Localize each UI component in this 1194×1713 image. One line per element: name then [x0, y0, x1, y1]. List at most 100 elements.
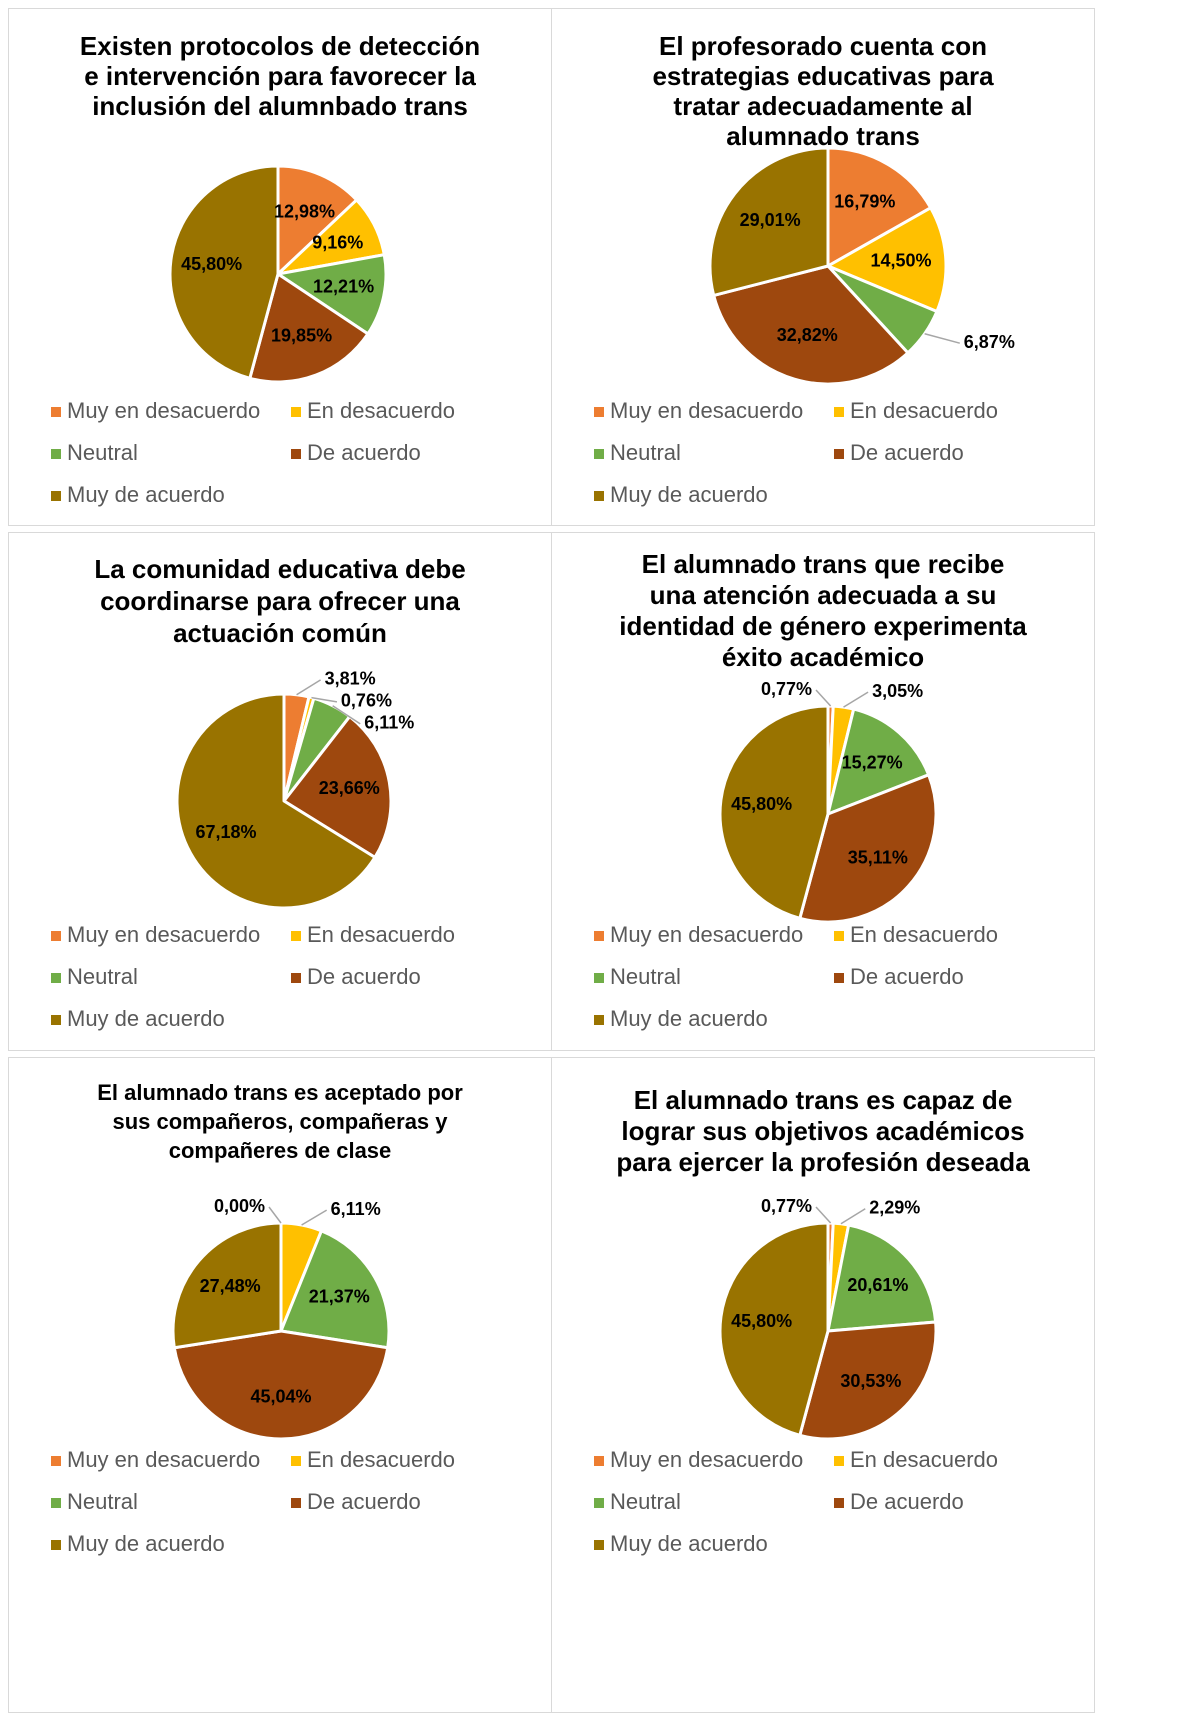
value-label: 45,80%: [181, 254, 242, 274]
chart-title: La comunidad educativa debe coordinarse …: [94, 554, 466, 648]
leader-line: [815, 1206, 832, 1224]
pie-slice: [826, 707, 931, 816]
pie-slice: [798, 1320, 938, 1441]
legend-swatch: [594, 407, 604, 417]
legend-label: En desacuerdo: [307, 922, 455, 947]
value-label: 67,18%: [196, 822, 257, 842]
legend-swatch: [594, 931, 604, 941]
value-label: 27,48%: [200, 1276, 261, 1296]
value-label: 9,16%: [312, 233, 363, 253]
chart-panel: 0,77% 3,05% 15,27% 35,11% 45,80% Muy en desac…: [551, 532, 1095, 1051]
legend-swatch: [51, 1015, 61, 1025]
chart-panel: 0,00% 6,11% 21,37% 45,04% 27,48% Muy en desac…: [8, 1057, 552, 1713]
legend-label: Neutral: [67, 964, 138, 989]
value-label: 0,00%: [214, 1196, 265, 1216]
chart-panel: 16,79% 14,50% 6,87% 32,82% 29,01% Muy en desa…: [551, 8, 1095, 526]
pie-slice: [276, 164, 359, 276]
legend-label: Muy de acuerdo: [610, 1006, 768, 1031]
legend-swatch: [594, 449, 604, 459]
pie-slice: [168, 164, 280, 380]
value-label: 45,80%: [731, 794, 792, 814]
legend-label: Neutral: [67, 1489, 138, 1514]
value-label: 3,05%: [872, 681, 923, 701]
legend-label: En desacuerdo: [307, 398, 455, 423]
chart: 16,79% 14,50% 6,87% 32,82% 29,01% Muy en desa…: [594, 146, 1015, 507]
chart: 0,00% 6,11% 21,37% 45,04% 27,48% Muy en desac…: [51, 1196, 455, 1556]
legend-swatch: [834, 1456, 844, 1466]
pie-slice: [172, 1329, 390, 1441]
legend-swatch: [594, 1015, 604, 1025]
legend-swatch: [51, 931, 61, 941]
legend-label: Muy de acuerdo: [67, 1531, 225, 1556]
value-label: 0,77%: [761, 679, 812, 699]
chart: 3,81%0,76%6,11% 23,66% 67,18% Muy en desacu…: [51, 669, 455, 1031]
pie-slice: [279, 1229, 391, 1350]
legend-label: De acuerdo: [850, 964, 964, 989]
legend-swatch: [594, 1456, 604, 1466]
pie-slice: [175, 692, 377, 910]
chart: 0,77% 3,05% 15,27% 35,11% 45,80% Muy en desac…: [594, 679, 998, 1031]
legend-swatch: [51, 1498, 61, 1508]
legend-label: En desacuerdo: [307, 1447, 455, 1472]
legend-swatch: [594, 1540, 604, 1550]
value-label: 6,87%: [964, 332, 1015, 352]
legend-label: De acuerdo: [850, 1489, 964, 1514]
leader-line: [301, 1209, 328, 1226]
chart-panel: 0,77% 2,29% 20,61% 30,53% 45,80% Muy en desac…: [551, 1057, 1095, 1713]
legend-label: Muy de acuerdo: [610, 1531, 768, 1556]
value-label: 12,21%: [313, 276, 374, 296]
legend-label: De acuerdo: [307, 1489, 421, 1514]
legend-swatch: [834, 449, 844, 459]
value-label: 20,61%: [847, 1275, 908, 1295]
pie-slice: [248, 272, 370, 384]
leader-line: [311, 696, 338, 703]
value-label: 3,81%: [325, 669, 376, 689]
legend-swatch: [291, 1456, 301, 1466]
value-label: 23,66%: [319, 778, 380, 798]
leader-line: [296, 679, 321, 696]
value-label: 0,76%: [341, 691, 392, 711]
legend-swatch: [594, 491, 604, 501]
value-label: 45,80%: [731, 1311, 792, 1331]
chart-panel: 12,98% 9,16% 12,21% 19,85% 45,80% Muy en desa…: [8, 8, 552, 526]
value-label: 35,11%: [848, 847, 908, 867]
legend-swatch: [834, 407, 844, 417]
legend-swatch: [51, 973, 61, 983]
value-label: 15,27%: [842, 752, 903, 772]
value-label: 19,85%: [271, 325, 332, 345]
legend-label: Muy de acuerdo: [67, 482, 225, 507]
legend-label: De acuerdo: [307, 964, 421, 989]
legend-label: Neutral: [67, 440, 138, 465]
pie-slice: [712, 264, 910, 386]
value-label: 6,11%: [331, 1199, 381, 1219]
value-label: 21,37%: [309, 1287, 370, 1307]
leader-line: [268, 1206, 282, 1224]
legend-swatch: [834, 1498, 844, 1508]
pie-slice: [718, 704, 830, 920]
legend-label: Muy de acuerdo: [67, 1006, 225, 1031]
chart-title: El profesorado cuenta con estrategias ed…: [652, 31, 994, 151]
pie-slice: [826, 1223, 938, 1333]
legend-label: En desacuerdo: [850, 1447, 998, 1472]
pie-slice: [798, 773, 938, 924]
legend-label: Muy en desacuerdo: [67, 922, 260, 947]
leader-line: [815, 689, 832, 707]
legend-label: Neutral: [610, 964, 681, 989]
legend-label: En desacuerdo: [850, 398, 998, 423]
legend-swatch: [291, 407, 301, 417]
value-label: 12,98%: [274, 201, 335, 221]
pie-slice: [718, 1221, 830, 1437]
legend-swatch: [51, 407, 61, 417]
pie-slice: [171, 1221, 283, 1350]
legend-label: Muy en desacuerdo: [67, 1447, 260, 1472]
chart-panel: 3,81% 0,76% 6,11% 23,66% 67,18% Muy en desacu…: [8, 532, 552, 1051]
value-label: 29,01%: [740, 210, 801, 230]
legend-swatch: [51, 449, 61, 459]
legend-label: Muy en desacuerdo: [610, 1447, 803, 1472]
legend-label: De acuerdo: [850, 440, 964, 465]
leader-line: [924, 332, 960, 344]
chart-title: El alumnado trans que recibe una atenció…: [619, 549, 1027, 672]
legend-swatch: [51, 1540, 61, 1550]
legend-swatch: [291, 449, 301, 459]
